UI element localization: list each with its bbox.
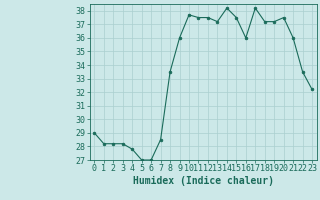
X-axis label: Humidex (Indice chaleur): Humidex (Indice chaleur) (133, 176, 274, 186)
